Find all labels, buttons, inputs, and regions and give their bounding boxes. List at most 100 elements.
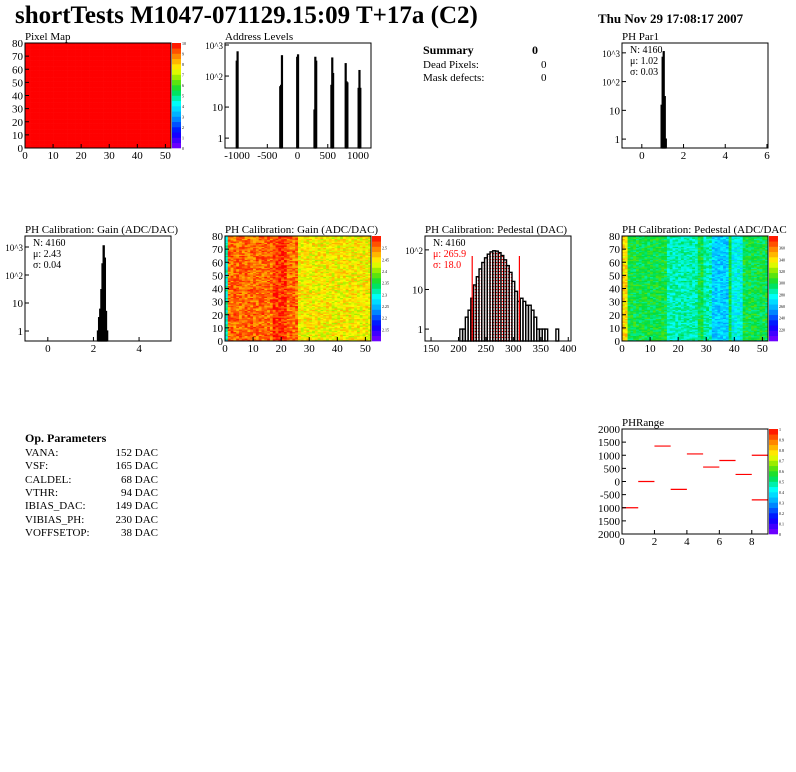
heatmap-cell [154, 112, 158, 115]
heatmap-cell [58, 87, 62, 90]
heatmap-cell [165, 48, 169, 50]
heatmap-cell [156, 145, 161, 147]
heatmap-cell [145, 112, 149, 115]
heatmap-cell [126, 123, 130, 125]
heatmap-cell [112, 60, 116, 62]
heatmap-cell [50, 120, 54, 123]
heatmap-cell [61, 44, 65, 46]
heatmap-cell [106, 73, 110, 75]
heatmap-cell [44, 53, 48, 56]
heatmap-cell [36, 145, 40, 147]
heatmap-cell [78, 83, 82, 86]
heatmap-cell [165, 70, 169, 73]
heatmap-cell [55, 113, 59, 116]
heatmap-cell [162, 73, 166, 75]
heatmap-cell [142, 83, 147, 86]
heatmap-cell [36, 144, 40, 146]
heatmap-cell [39, 46, 43, 49]
heatmap-cell [114, 73, 118, 75]
heatmap-cell [98, 130, 102, 133]
heatmap-cell [36, 123, 40, 125]
heatmap-cell [86, 141, 90, 144]
heatmap-cell [227, 289, 231, 292]
heatmap-cell [142, 81, 147, 83]
heatmap-cell [53, 100, 57, 103]
heatmap-cell [95, 125, 99, 128]
heatmap-cell [123, 136, 127, 138]
heatmap-cell [98, 146, 102, 149]
heatmap-cell [131, 77, 135, 79]
heatmap-cell [236, 327, 240, 330]
heatmap-cell [112, 113, 116, 116]
heatmap-cell [75, 137, 79, 140]
heatmap-cell [61, 121, 65, 124]
heatmap-cell [233, 272, 237, 275]
heatmap-cell [142, 86, 147, 88]
heatmap-cell [92, 86, 96, 88]
heatmap-cell [92, 120, 96, 123]
heatmap-cell [53, 53, 57, 56]
heatmap-cell [50, 83, 54, 86]
heatmap-cell [131, 70, 135, 73]
heatmap-cell [145, 44, 149, 46]
heatmap-cell [58, 133, 62, 136]
heatmap-cell [117, 45, 121, 48]
heatmap-cell [55, 70, 59, 73]
heatmap-cell [106, 83, 110, 86]
heatmap-cell [112, 104, 116, 107]
heatmap-cell [230, 331, 234, 334]
y-tick-label: 60 [12, 64, 24, 76]
heatmap-cell [247, 320, 251, 322]
heatmap-cell [98, 103, 102, 105]
heatmap-cell [58, 107, 62, 109]
heatmap-cell [168, 112, 172, 115]
heatmap-cell [103, 141, 107, 144]
heatmap-cell [25, 127, 29, 129]
heatmap-cell [33, 140, 37, 142]
heatmap-cell [41, 144, 45, 146]
heatmap-cell [236, 249, 240, 251]
heatmap-cell [168, 86, 172, 88]
heatmap-cell [47, 83, 51, 86]
heatmap-cell [151, 145, 155, 147]
heatmap-cell [117, 44, 121, 46]
heatmap-cell [41, 116, 45, 119]
heatmap-cell [25, 94, 29, 96]
heatmap-cell [30, 140, 34, 142]
heatmap-cell [159, 108, 163, 111]
heatmap-cell [50, 52, 54, 54]
heatmap-cell [168, 91, 172, 94]
heatmap-cell [98, 48, 102, 50]
heatmap-cell [75, 99, 79, 102]
heatmap-cell [25, 88, 29, 91]
heatmap-cell [89, 121, 93, 124]
heatmap-cell [227, 250, 231, 253]
heatmap-cell [225, 257, 229, 259]
heatmap-cell [61, 78, 65, 81]
heatmap-cell [83, 127, 88, 129]
heatmap-cell [151, 52, 155, 54]
heatmap-cell [233, 308, 237, 310]
heatmap-cell [61, 117, 65, 120]
heatmap-cell [128, 56, 132, 58]
heatmap-cell [92, 57, 96, 60]
heatmap-cell [142, 96, 147, 99]
heatmap-cell [47, 112, 51, 115]
heatmap-cell [109, 116, 113, 119]
heatmap-cell [89, 123, 93, 125]
heatmap-cell [236, 254, 240, 256]
heatmap-cell [72, 104, 76, 107]
heatmap-cell [30, 48, 34, 50]
heatmap-cell [100, 92, 104, 95]
heatmap-cell [131, 54, 135, 57]
heatmap-cell [53, 129, 57, 132]
heatmap-cell [120, 88, 124, 91]
heatmap-cell [100, 128, 104, 130]
heatmap-cell [58, 43, 62, 45]
heatmap-cell [100, 67, 104, 70]
heatmap-cell [154, 137, 158, 140]
heatmap-cell [72, 124, 76, 126]
heatmap-cell [33, 142, 37, 145]
heatmap-cell [69, 145, 74, 147]
heatmap-cell [33, 136, 37, 138]
